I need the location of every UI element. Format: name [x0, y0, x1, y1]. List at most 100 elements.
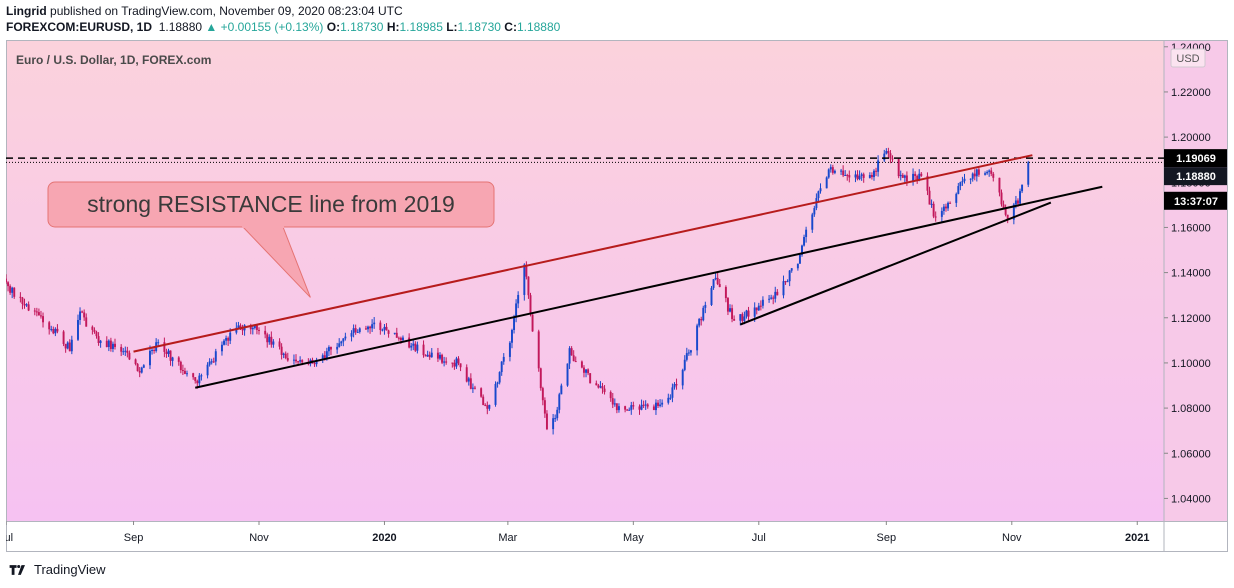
candle-body	[743, 316, 746, 321]
price-tick-label: 1.16000	[1171, 222, 1211, 234]
candle-body	[517, 294, 520, 304]
candle-body	[574, 361, 577, 363]
candle-body	[718, 284, 721, 288]
candle-body	[726, 298, 729, 312]
candle-body	[393, 332, 396, 334]
candle-body	[566, 363, 569, 386]
candle-body	[657, 402, 659, 406]
candle-body	[928, 190, 931, 205]
candle-body	[545, 413, 548, 430]
time-tick-label: Jul	[752, 532, 766, 544]
candle-body	[358, 328, 361, 332]
candle-body	[926, 175, 929, 191]
candle-body	[1014, 200, 1017, 205]
candle-body	[23, 303, 26, 306]
candle-body	[1004, 208, 1007, 215]
candle-body	[114, 343, 116, 347]
candle-body	[399, 337, 402, 341]
candle-body	[321, 355, 324, 360]
candle-body	[916, 175, 919, 181]
candle-body	[91, 326, 94, 330]
candle-body	[465, 367, 468, 382]
candle-body	[266, 334, 269, 343]
candle-body	[957, 186, 960, 194]
price-chart[interactable]: 1.04000 1.06000 1.08000 1.10000 1.12000 1.140…	[6, 40, 1228, 552]
candle-body	[975, 169, 978, 177]
candle-body	[241, 328, 244, 331]
candle-body	[85, 317, 88, 327]
candles-group	[6, 147, 1030, 435]
candle-body	[105, 340, 108, 348]
candle-body	[632, 405, 635, 407]
candle-body	[6, 278, 7, 283]
candle-body	[947, 202, 950, 209]
candle-body	[235, 327, 238, 333]
candle-body	[959, 182, 962, 187]
candle-body	[33, 310, 36, 312]
candle-body	[897, 159, 900, 177]
chart-title: Euro / U.S. Dollar, 1D, FOREX.com	[16, 53, 211, 67]
time-tick-label: 2020	[372, 532, 396, 544]
trend-line-resistance[interactable]	[133, 154, 1033, 353]
candle-body	[338, 343, 341, 347]
candle-body	[445, 361, 448, 363]
candle-body	[42, 316, 45, 323]
candle-body	[675, 384, 678, 386]
candle-body	[268, 336, 271, 343]
candle-body	[854, 174, 857, 178]
candle-body	[11, 287, 14, 293]
candle-body	[1016, 200, 1019, 204]
candle-body	[741, 314, 744, 321]
candle-body	[652, 406, 655, 411]
candle-body	[220, 344, 223, 352]
trend-line-support-2[interactable]	[739, 201, 1052, 326]
candle-body	[364, 328, 367, 330]
price-axis-background	[1164, 40, 1228, 521]
candle-body	[595, 383, 598, 386]
candle-body	[473, 387, 476, 389]
candle-body	[56, 328, 59, 332]
candle-body	[206, 364, 209, 376]
candle-body	[81, 311, 84, 313]
candle-body	[111, 343, 114, 349]
candle-body	[889, 153, 892, 159]
candle-body	[613, 403, 616, 405]
candle-body	[770, 297, 773, 299]
candle-body	[617, 406, 620, 411]
candle-body	[515, 303, 518, 317]
candle-body	[642, 404, 645, 406]
candle-body	[782, 281, 785, 296]
candle-body	[134, 359, 137, 365]
candle-body	[644, 404, 647, 406]
resistance-annotation[interactable]: strong RESISTANCE line from 2019	[47, 181, 495, 298]
chart-area[interactable]: 1.04000 1.06000 1.08000 1.10000 1.12000 1.140…	[6, 40, 1228, 552]
candle-body	[883, 153, 886, 161]
candle-body	[342, 338, 345, 342]
candle-body	[412, 343, 415, 346]
currency-badge[interactable]	[1170, 48, 1206, 68]
candle-body	[35, 311, 38, 313]
time-axis[interactable]: Jul Sep Nov 2020 Mar May Jul Sep Nov 2021	[6, 521, 1150, 544]
candle-body	[428, 354, 431, 358]
candle-body	[453, 362, 456, 367]
candle-body	[229, 332, 232, 341]
candle-body	[698, 319, 701, 326]
candle-body	[971, 173, 974, 179]
candle-body	[325, 351, 328, 359]
candle-body	[541, 388, 544, 401]
candle-body	[920, 173, 923, 176]
candle-body	[527, 276, 530, 296]
candle-body	[615, 403, 618, 411]
candle-body	[827, 169, 830, 178]
candle-body	[774, 291, 777, 299]
candle-body	[480, 388, 483, 397]
candle-body	[687, 352, 690, 354]
trend-line-support-1[interactable]	[195, 185, 1103, 389]
drawings-group	[6, 154, 1164, 389]
candle-body	[796, 263, 799, 269]
candle-body	[759, 305, 762, 307]
candle-body	[371, 324, 374, 329]
candle-body	[803, 237, 806, 246]
candle-body	[367, 326, 369, 330]
candle-body	[387, 330, 390, 334]
